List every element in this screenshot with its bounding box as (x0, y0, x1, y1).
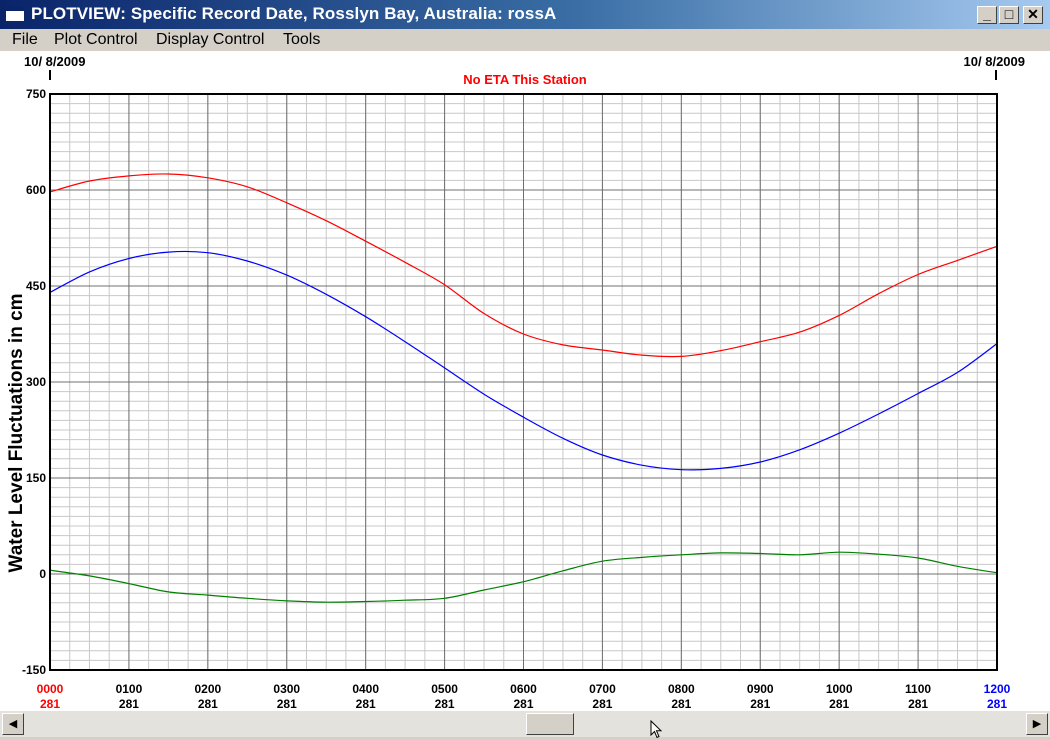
x-tick-day-label: 281 (513, 697, 533, 711)
y-tick-label: 0 (39, 567, 46, 581)
horizontal-scrollbar[interactable]: ◀ ▶ (0, 711, 1050, 737)
y-tick-label: 150 (26, 471, 46, 485)
app-icon (6, 7, 24, 21)
x-tick-day-label: 281 (277, 697, 297, 711)
observed-series-line (49, 173, 998, 358)
x-tick-day-label: 281 (119, 697, 139, 711)
x-tick-time-label: 0100 (116, 682, 143, 696)
water-level-chart: 10/ 8/2009 10/ 8/2009 No ETA This Statio… (6, 54, 1025, 711)
x-tick-time-label: 0800 (668, 682, 695, 696)
menu-bar: File Plot Control Display Control Tools (0, 29, 1050, 51)
menu-plot-control[interactable]: Plot Control (54, 31, 138, 48)
plot-area: 10/ 8/2009 10/ 8/2009 No ETA This Statio… (0, 51, 1050, 711)
scroll-right-button[interactable]: ▶ (1026, 713, 1048, 735)
x-tick-day-label: 281 (987, 697, 1007, 711)
left-arrow-icon: ◀ (8, 718, 18, 730)
x-tick-time-label: 1200 (984, 682, 1011, 696)
y-tick-label: -150 (22, 663, 46, 677)
close-icon: ✕ (1027, 6, 1039, 22)
maximize-button[interactable]: □ (999, 6, 1019, 24)
x-tick-time-label: 0900 (747, 682, 774, 696)
y-tick-label: 600 (26, 183, 46, 197)
x-tick-time-label: 0300 (273, 682, 300, 696)
x-tick-time-label: 0000 (37, 682, 64, 696)
grid-lines (49, 93, 998, 671)
predicted-series-line (49, 250, 998, 471)
mouse-pointer-icon (650, 720, 663, 739)
x-tick-day-label: 281 (592, 697, 612, 711)
end-date-label: 10/ 8/2009 (964, 54, 1025, 69)
x-tick-day-label: 281 (750, 697, 770, 711)
close-button[interactable]: ✕ (1023, 6, 1043, 24)
title-bar[interactable]: PLOTVIEW: Specific Record Date, Rosslyn … (0, 0, 1050, 29)
minimize-icon: _ (983, 6, 991, 22)
x-tick-time-label: 0200 (194, 682, 221, 696)
window-title: PLOTVIEW: Specific Record Date, Rosslyn … (31, 4, 557, 23)
x-tick-time-label: 0600 (510, 682, 537, 696)
x-tick-time-label: 1000 (826, 682, 853, 696)
x-tick-day-label: 281 (671, 697, 691, 711)
menu-file[interactable]: File (12, 31, 38, 48)
plot-subtitle: No ETA This Station (463, 72, 587, 87)
data-series (49, 173, 998, 603)
y-axis-ticks: -150 0 150 300 450 600 750 (22, 87, 46, 677)
scroll-thumb[interactable] (526, 713, 574, 735)
x-tick-day-label: 281 (40, 697, 60, 711)
residual-series-line (49, 551, 998, 603)
start-date-label: 10/ 8/2009 (24, 54, 85, 69)
y-tick-label: 750 (26, 87, 46, 101)
scroll-left-button[interactable]: ◀ (2, 713, 24, 735)
maximize-icon: □ (1004, 6, 1014, 22)
x-tick-time-label: 0400 (352, 682, 379, 696)
x-tick-time-label: 1100 (905, 682, 931, 696)
x-tick-day-label: 281 (908, 697, 928, 711)
y-tick-label: 450 (26, 279, 46, 293)
x-tick-day-label: 281 (356, 697, 376, 711)
x-tick-time-label: 0700 (589, 682, 616, 696)
y-axis-label: Water Level Fluctuations in cm (6, 293, 27, 572)
x-tick-day-label: 281 (435, 697, 455, 711)
minimize-button[interactable]: _ (977, 6, 997, 24)
plot-frame (49, 93, 998, 671)
menu-tools[interactable]: Tools (283, 31, 321, 48)
x-tick-time-label: 0500 (431, 682, 458, 696)
x-tick-day-label: 281 (198, 697, 218, 711)
y-tick-label: 300 (26, 375, 46, 389)
x-axis-ticks: 0000281010028102002810300281040028105002… (37, 682, 1011, 711)
menu-display-control[interactable]: Display Control (156, 31, 265, 48)
right-arrow-icon: ▶ (1032, 718, 1042, 730)
x-tick-day-label: 281 (829, 697, 849, 711)
